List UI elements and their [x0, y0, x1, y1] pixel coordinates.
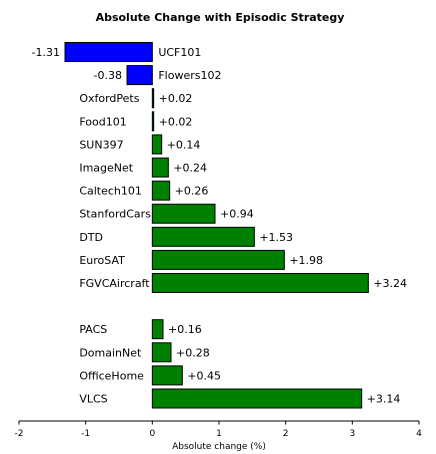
x-axis-ticks: -2 -1 0 1 2 3 4: [15, 421, 422, 439]
bar-fgvcaircraft: [151, 273, 369, 293]
bar-officehome: [151, 365, 183, 386]
value-label: -0.38: [94, 69, 122, 82]
bar-sun397: [151, 134, 163, 155]
value-label: +1.53: [259, 231, 293, 244]
category-label: EuroSAT: [79, 254, 125, 267]
category-label: VLCS: [79, 393, 107, 406]
bar-domainnet: [151, 342, 172, 363]
bar-flowers102: [126, 65, 153, 86]
value-label: +3.24: [373, 277, 407, 290]
value-label: +1.98: [289, 254, 323, 267]
category-label: OxfordPets: [79, 92, 139, 105]
bar-stanfordcars: [151, 203, 216, 224]
x-tick-label: 4: [416, 429, 422, 439]
bar-imagenet: [151, 157, 169, 178]
x-tick-label: -1: [81, 429, 90, 439]
value-label: +0.16: [168, 323, 202, 336]
value-label: +0.14: [167, 138, 201, 151]
chart-title: Absolute Change with Episodic Strategy: [96, 11, 345, 24]
category-label: Caltech101: [79, 185, 142, 198]
value-label: -1.31: [32, 46, 60, 59]
x-tick-label: 3: [349, 429, 355, 439]
category-label: StanfordCars: [79, 208, 151, 221]
value-label: +0.26: [175, 185, 209, 198]
category-label: UCF101: [158, 46, 201, 59]
bar-dtd: [151, 226, 255, 247]
bar-food101: [151, 111, 155, 132]
value-label: +0.45: [187, 369, 221, 382]
value-label: +0.02: [159, 92, 193, 105]
category-label: ImageNet: [79, 162, 133, 175]
x-tick-label: -2: [15, 429, 24, 439]
value-label: +0.94: [220, 208, 254, 221]
category-label: OfficeHome: [79, 369, 144, 382]
category-label: SUN397: [79, 138, 123, 151]
bar-oxfordpets: [151, 88, 155, 109]
bar-pacs: [151, 319, 164, 340]
value-label: +0.02: [159, 115, 193, 128]
category-label: Flowers102: [158, 69, 221, 82]
category-label: FGVCAircraft: [79, 277, 150, 290]
category-label: PACS: [79, 323, 107, 336]
category-label: Food101: [79, 115, 126, 128]
bar-vlcs: [151, 388, 363, 409]
value-label: +0.28: [176, 346, 210, 359]
x-tick-label: 1: [216, 429, 222, 439]
bar-ucf101: [64, 42, 153, 62]
bar-caltech101: [151, 180, 171, 201]
category-label: DTD: [79, 231, 103, 244]
x-tick-label: 0: [149, 429, 155, 439]
value-label: +0.24: [173, 162, 207, 175]
value-label: +3.14: [367, 393, 401, 406]
bar-eurosat: [151, 249, 285, 270]
bars-layer: UCF101 -1.31 Flowers102 -0.38 OxfordPets +0.0…: [32, 42, 407, 409]
x-tick-label: 2: [283, 429, 289, 439]
x-axis-label: Absolute change (%): [172, 442, 266, 452]
category-label: DomainNet: [79, 346, 142, 359]
